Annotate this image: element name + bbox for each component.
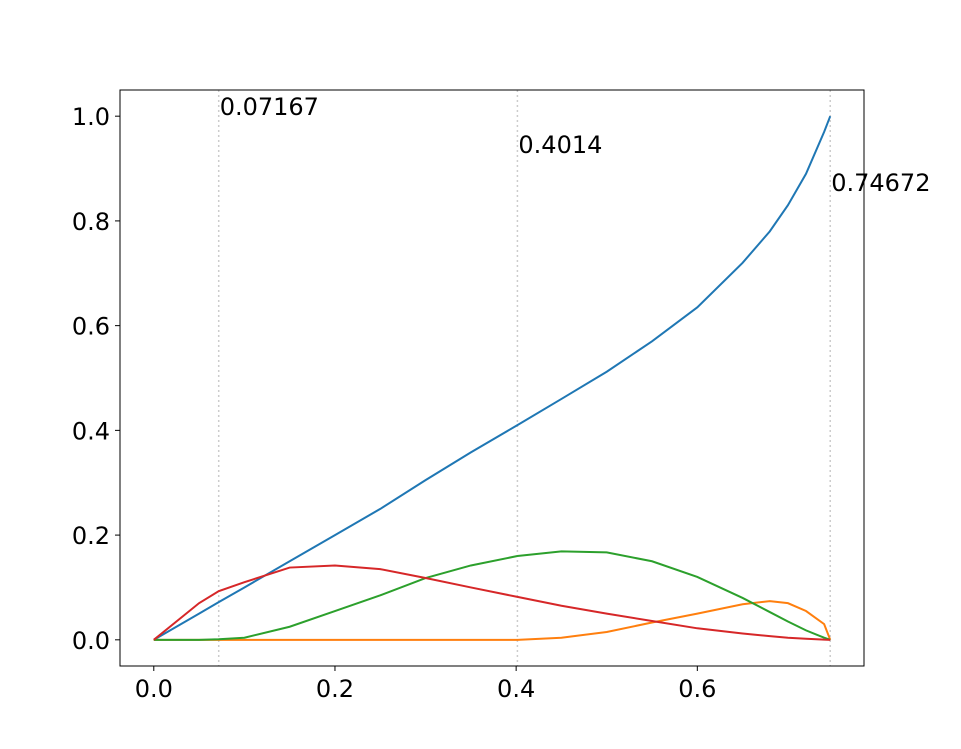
x-tick-label: 0.0 (135, 675, 173, 703)
x-tick-label: 0.4 (497, 675, 535, 703)
y-tick-label: 1.0 (72, 103, 110, 131)
line-series (153, 564, 831, 641)
plot-frame (119, 89, 865, 667)
line-series (153, 115, 832, 641)
vline-label: 0.4014 (518, 131, 602, 159)
line-series (153, 600, 832, 641)
y-tick-label: 0.8 (72, 208, 110, 236)
y-tick-label: 0.2 (72, 522, 110, 550)
x-tick-label: 0.6 (678, 675, 716, 703)
line-series (153, 550, 831, 641)
vline-label: 0.07167 (220, 93, 319, 121)
vline-label: 0.74672 (831, 169, 930, 197)
x-tick-label: 0.2 (316, 675, 354, 703)
y-tick-label: 0.4 (72, 417, 110, 445)
y-tick-label: 0.0 (72, 627, 110, 655)
y-tick-label: 0.6 (72, 313, 110, 341)
